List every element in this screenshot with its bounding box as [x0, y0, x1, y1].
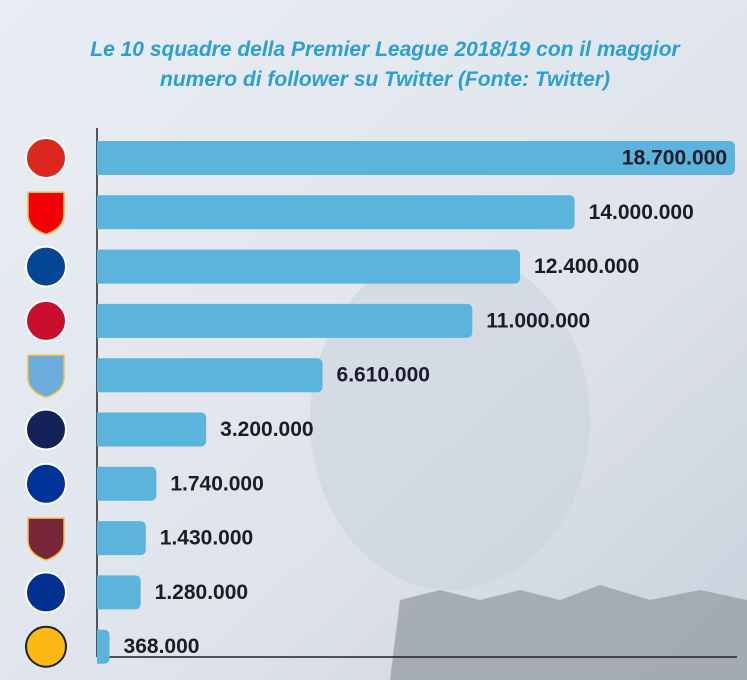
logo-shield: [27, 517, 65, 561]
logo-badge: [25, 299, 67, 342]
bar: [97, 249, 521, 284]
crowd-silhouette: [390, 585, 747, 680]
bar: [97, 303, 473, 338]
value-label: 11.000.000: [486, 309, 590, 332]
logo-badge: [25, 137, 67, 179]
bar: [97, 141, 735, 175]
bar: [97, 521, 146, 556]
value-label: 14.000.000: [589, 201, 694, 224]
chart-title: Le 10 squadre della Premier League 2018/…: [90, 38, 681, 61]
logo-badge: [25, 462, 67, 505]
value-label: 12.400.000: [534, 255, 639, 278]
value-label: 1.430.000: [160, 527, 253, 550]
bar: [97, 466, 157, 501]
logo-badge: [25, 408, 67, 451]
value-label: 18.700.000: [622, 147, 727, 170]
logo-badge: [25, 571, 67, 614]
logo-badge: [25, 625, 67, 668]
team-logos: [25, 137, 67, 668]
bar: [97, 195, 575, 230]
value-label: 1.740.000: [170, 472, 263, 495]
logo-shield: [27, 191, 65, 236]
value-label: 6.610.000: [337, 364, 430, 387]
value-label: 3.200.000: [220, 418, 313, 441]
logo-badge: [25, 245, 67, 288]
logo-shield: [27, 354, 65, 398]
background-figure: [310, 250, 590, 590]
bar: [97, 575, 141, 610]
chart-subtitle: numero di follower su Twitter (Fonte: Tw…: [160, 68, 610, 91]
bar: [97, 629, 110, 664]
bar: [97, 358, 323, 393]
value-label: 368.000: [124, 635, 200, 658]
value-label: 1.280.000: [155, 581, 248, 604]
bar: [97, 412, 207, 447]
